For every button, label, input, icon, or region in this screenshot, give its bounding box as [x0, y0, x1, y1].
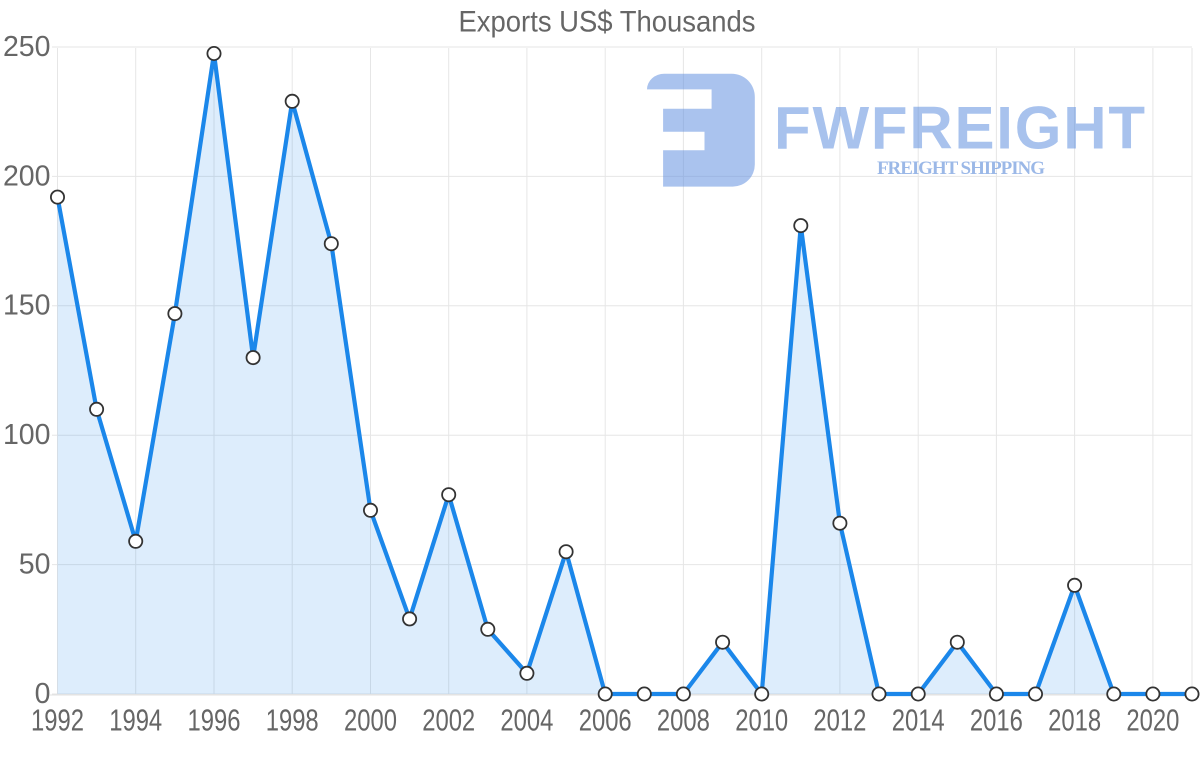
svg-text:100: 100: [3, 419, 51, 451]
svg-text:2006: 2006: [579, 703, 632, 738]
svg-text:FWFREIGHT: FWFREIGHT: [774, 94, 1145, 161]
svg-text:1992: 1992: [31, 703, 84, 738]
svg-text:2018: 2018: [1048, 703, 1101, 738]
svg-text:2004: 2004: [500, 703, 553, 738]
svg-text:2008: 2008: [657, 703, 710, 738]
svg-text:150: 150: [3, 290, 51, 322]
svg-text:50: 50: [19, 549, 51, 581]
svg-text:200: 200: [3, 160, 51, 192]
svg-text:2012: 2012: [813, 703, 866, 738]
svg-text:1998: 1998: [266, 703, 319, 738]
svg-text:Exports US$ Thousands: Exports US$ Thousands: [459, 5, 756, 38]
svg-text:250: 250: [3, 31, 51, 63]
svg-text:1994: 1994: [109, 703, 162, 738]
svg-text:2000: 2000: [344, 703, 397, 738]
svg-text:FREIGHT SHIPPING: FREIGHT SHIPPING: [877, 158, 1045, 179]
svg-text:2002: 2002: [422, 703, 475, 738]
svg-text:0: 0: [35, 678, 51, 710]
svg-text:2016: 2016: [970, 703, 1023, 738]
svg-text:2014: 2014: [892, 703, 945, 738]
svg-text:2020: 2020: [1126, 703, 1179, 738]
svg-text:2010: 2010: [735, 703, 788, 738]
svg-text:1996: 1996: [188, 703, 241, 738]
